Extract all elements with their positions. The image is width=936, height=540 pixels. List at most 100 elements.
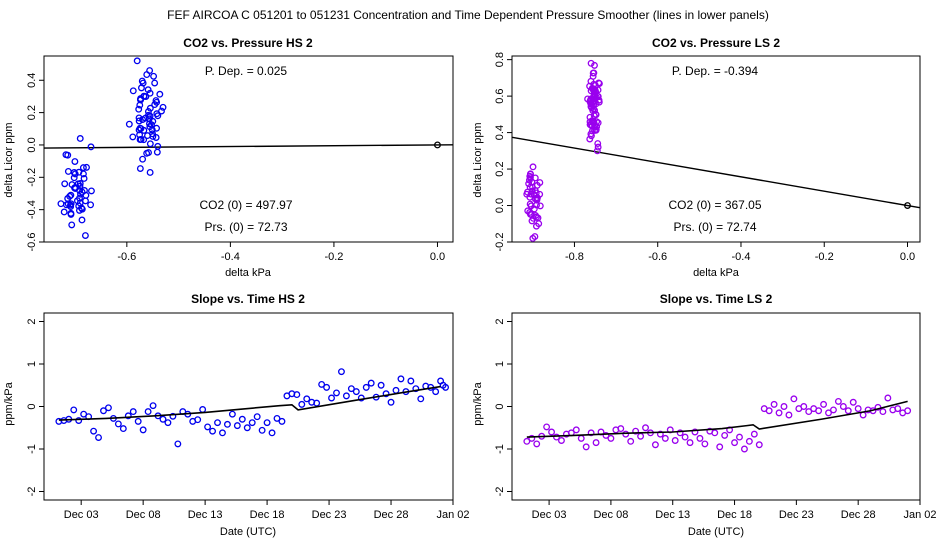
data-point <box>146 89 154 97</box>
data-point <box>879 408 887 416</box>
data-point <box>133 57 141 65</box>
data-point <box>904 407 912 415</box>
data-point <box>80 175 88 182</box>
data-point <box>593 123 601 131</box>
data-point <box>377 381 385 389</box>
x-tick-label: Dec 13 <box>655 509 690 521</box>
data-point <box>587 77 595 85</box>
y-tick-label: 0 <box>494 403 506 409</box>
data-point <box>591 85 599 93</box>
y-tick-label: -2 <box>26 487 38 497</box>
data-point <box>88 187 95 195</box>
data-point <box>362 383 370 391</box>
data-point <box>622 430 630 438</box>
plot-area <box>523 394 912 453</box>
data-point <box>79 164 87 172</box>
data-point <box>820 400 828 408</box>
data-point <box>129 87 137 95</box>
data-point <box>590 69 598 77</box>
data-point <box>62 151 70 159</box>
data-point <box>278 417 286 425</box>
data-point <box>594 86 602 94</box>
data-point <box>830 406 837 414</box>
y-tick-label: 2 <box>26 318 38 324</box>
data-point <box>529 214 537 222</box>
data-point <box>627 437 635 445</box>
data-point <box>637 432 645 440</box>
data-point <box>790 395 798 403</box>
data-point <box>686 439 694 447</box>
data-point <box>407 377 415 385</box>
data-point <box>219 429 226 437</box>
data-point <box>139 79 147 87</box>
data-point <box>119 425 127 433</box>
x-tick-label: Dec 23 <box>779 509 814 521</box>
panel-title: Slope vs. Time HS 2 <box>191 292 305 306</box>
plot-co2_pressure_hs: -0.6 -0.4 -0.2 0.0 -0.6 -0.4 -0.2 0.0 0.2 0.4 <box>26 55 454 263</box>
y-axis-label: ppm/kPa <box>472 381 484 425</box>
y-tick-label: -1 <box>26 444 38 454</box>
x-tick-label: -0.6 <box>648 251 667 263</box>
data-point <box>656 430 664 438</box>
data-point <box>529 163 537 171</box>
data-point <box>137 125 145 133</box>
x-axis-label: Date (UTC) <box>220 526 276 538</box>
data-point <box>75 417 83 424</box>
data-point <box>223 420 231 428</box>
data-point <box>642 424 649 432</box>
data-point <box>66 201 74 209</box>
data-point <box>146 67 154 74</box>
x-tick-label: -0.2 <box>815 251 834 263</box>
data-point <box>209 427 217 435</box>
x-tick-label: Dec 13 <box>188 509 223 521</box>
data-point <box>233 422 241 430</box>
data-point <box>139 155 147 163</box>
data-point <box>104 404 112 412</box>
data-point <box>142 93 150 100</box>
y-tick-label: 0.6 <box>494 88 506 103</box>
y-tick-label: 0.0 <box>26 137 38 152</box>
panel-co2-pressure-hs: CO2 vs. Pressure HS 2 delta kPa delta Li… <box>3 36 313 279</box>
data-point <box>228 410 236 418</box>
x-tick-label: Jan 02 <box>903 509 936 521</box>
x-axis-label: delta kPa <box>225 267 272 279</box>
data-point <box>785 411 793 419</box>
data-point <box>60 208 68 216</box>
data-point <box>152 97 160 105</box>
data-point <box>313 399 321 407</box>
data-point <box>328 394 335 402</box>
data-point <box>144 111 152 119</box>
y-tick-label: 0.0 <box>494 198 506 213</box>
data-point <box>711 429 719 437</box>
data-point <box>577 434 585 442</box>
data-point <box>595 80 603 87</box>
data-point <box>139 426 147 434</box>
y-tick-label: 0.8 <box>494 52 506 67</box>
data-point <box>136 165 144 172</box>
data-point <box>661 434 669 442</box>
data-point <box>691 428 699 436</box>
data-point <box>527 190 535 198</box>
data-point <box>153 124 161 132</box>
data-point <box>382 390 390 398</box>
data-point <box>135 114 143 122</box>
x-tick-label: Dec 08 <box>593 509 628 521</box>
data-point <box>342 392 350 400</box>
co2-intercept-annotation: CO2 (0) = 497.97 <box>199 198 292 212</box>
data-point <box>397 375 405 383</box>
data-point <box>143 149 151 157</box>
data-point <box>800 403 808 410</box>
data-point <box>64 167 72 175</box>
data-point <box>90 427 98 435</box>
data-point <box>387 398 395 406</box>
data-point <box>590 101 598 108</box>
plot-slope_time_hs: Dec 03 Dec 08 Dec 13 Dec 18 Dec 23 Dec 28 Jan … <box>26 312 470 521</box>
y-tick-label: -0.2 <box>26 168 38 187</box>
data-point <box>357 394 365 402</box>
data-point <box>721 431 729 439</box>
y-tick-label: 1 <box>494 361 506 367</box>
data-point <box>412 385 420 393</box>
data-point <box>95 434 102 441</box>
fit-line <box>44 144 453 149</box>
data-point <box>586 118 594 126</box>
